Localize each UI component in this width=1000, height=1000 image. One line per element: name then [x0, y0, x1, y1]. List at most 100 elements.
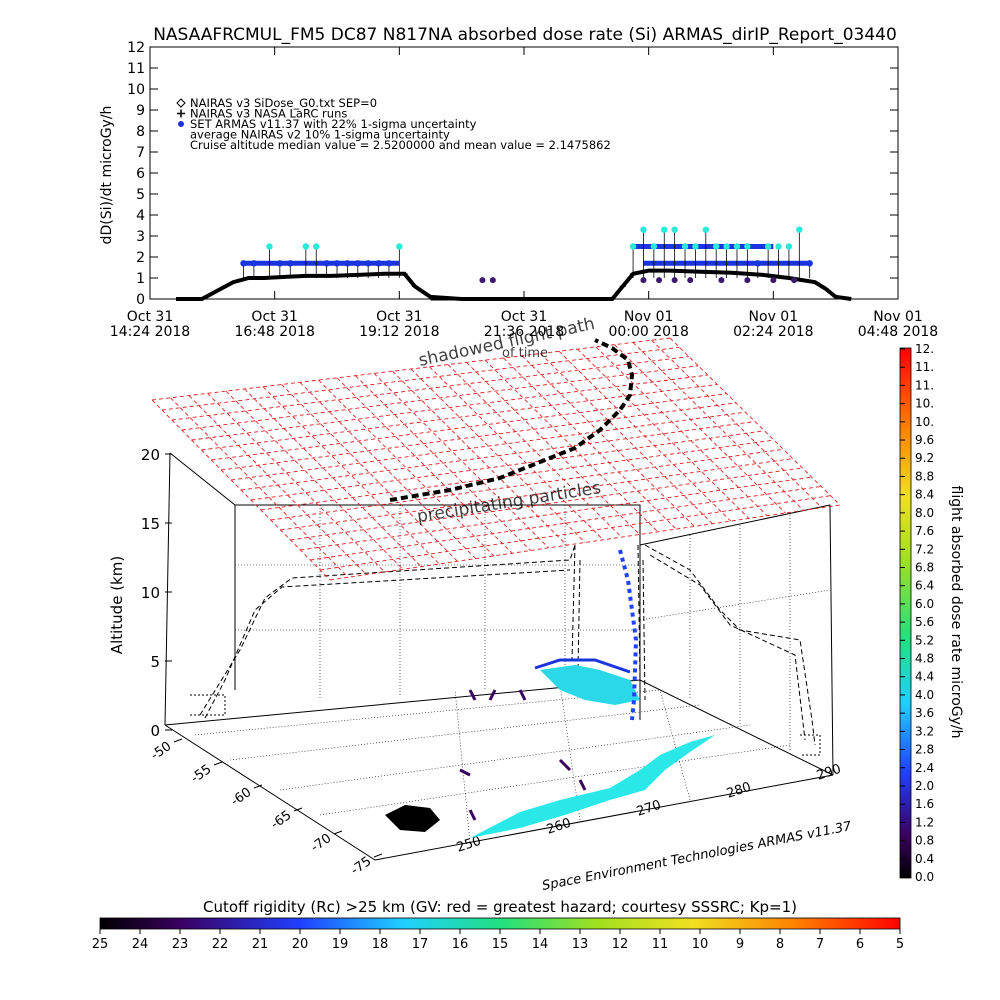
- bottom-colorbar-tick-label: 13: [572, 937, 589, 952]
- gridline: [454, 689, 471, 843]
- x-tick-label-time: 04:48 2018: [858, 324, 938, 340]
- latitude-tick: [173, 738, 183, 743]
- series-marks: [172, 226, 855, 301]
- bottom-colorbar-label: Cutoff rigidity (Rc) >25 km (GV: red = g…: [203, 898, 797, 916]
- bottom-colorbar-tick-label: 12: [612, 937, 629, 952]
- latitude-tick: [253, 784, 263, 789]
- armas-point: [806, 260, 813, 267]
- red-grid-line: [466, 362, 640, 535]
- armas-point: [785, 243, 793, 250]
- x-tick-label-date: Nov 01: [749, 309, 799, 325]
- right-colorbar-tick-label: 3.2: [915, 724, 934, 738]
- red-grid-line: [447, 364, 622, 538]
- right-colorbar-ticks: 0.0 0.4 0.8 1.2 1.6 2.0 2.4 2.8 3.2 3.6 4.0 4.4 4.8 5…: [900, 342, 934, 884]
- back-wall: [169, 452, 834, 776]
- red-grid-line: [270, 448, 784, 521]
- flight-path-left-wall: [199, 544, 576, 716]
- red-grid-line: [151, 399, 331, 581]
- armas-point: [323, 260, 330, 267]
- altitude-tick-label: 10: [141, 584, 160, 602]
- red-grid-line: [320, 495, 831, 571]
- bottom-colorbar-tick-label: 21: [252, 937, 269, 952]
- red-grid-line: [211, 393, 727, 461]
- x-tick-label-date: Nov 01: [624, 309, 674, 325]
- gridline: [319, 744, 791, 816]
- right-colorbar-tick-label: 10.: [915, 397, 934, 411]
- right-colorbar: 0.0 0.4 0.8 1.2 1.6 2.0 2.4 2.8 3.2 3.6 4.0 4.4 4.8 5…: [899, 342, 964, 884]
- bottom-colorbar-tick-label: 15: [492, 937, 509, 952]
- longitude-tick-label: 260: [545, 816, 573, 838]
- right-colorbar-tick-label: 8.4: [915, 488, 934, 502]
- latitude-tick-label: -70: [308, 831, 334, 855]
- red-grid-line: [632, 342, 804, 511]
- altitude-tick-label: 5: [150, 653, 160, 671]
- armas-point: [712, 243, 720, 250]
- bottom-colorbar-ticks: 25 24 23 22 21 20 19 18 17 16 15 14 13 12 11 10 9 8 7 6 5: [92, 929, 904, 952]
- armas-point: [702, 226, 710, 233]
- y-tick-label: 8: [136, 124, 145, 140]
- red-grid-line: [355, 375, 531, 551]
- bottom-colorbar-tick-label: 16: [452, 937, 469, 952]
- precipitating-particles-plane: [151, 337, 841, 581]
- land-outline: [534, 658, 631, 674]
- box-floor-back: [164, 679, 834, 776]
- armas-point: [344, 260, 351, 267]
- x-tick-label-time: 16:48 2018: [234, 324, 314, 340]
- armas-point: [266, 243, 273, 250]
- black-patch: [385, 805, 440, 832]
- nairas-sidose-point: [791, 277, 798, 284]
- y-tick-label: 4: [136, 208, 145, 224]
- legend-entry: average NAIRAS v2 10% 1-sigma uncertaint…: [190, 128, 450, 142]
- longitude-tick-label: 290: [815, 762, 843, 784]
- red-grid-line: [540, 353, 713, 525]
- bottom-colorbar-tick-label: 19: [332, 937, 349, 952]
- right-colorbar-tick-label: 12.: [915, 342, 934, 356]
- red-grid-line: [577, 348, 750, 519]
- red-grid-line: [170, 397, 349, 578]
- latitude-tick: [333, 830, 343, 835]
- right-colorbar-tick-label: 4.4: [915, 670, 934, 684]
- latitude-tick: [373, 853, 383, 858]
- legend-symbol-plus: [177, 109, 185, 118]
- right-colorbar-tick-label: 11.: [915, 378, 934, 392]
- y-tick-label: 7: [136, 145, 145, 161]
- red-grid-line: [392, 370, 568, 546]
- flight-path-left-wall-2: [204, 569, 571, 719]
- y-tick-label: 10: [127, 82, 145, 98]
- latitude-tick-label: -60: [228, 785, 254, 809]
- right-colorbar-tick-label: 2.8: [915, 743, 934, 757]
- x-tick-label-date: Oct 31: [127, 309, 173, 325]
- bottom-colorbar-tick-label: 23: [172, 937, 189, 952]
- small-box-right: [800, 734, 821, 756]
- right-colorbar-tick-label: 0.0: [915, 870, 934, 884]
- altitude-tick-label: 15: [141, 515, 160, 533]
- red-grid-line: [310, 485, 822, 561]
- x-tick-label-date: Nov 01: [873, 309, 923, 325]
- right-colorbar-tick-label: 11.: [915, 360, 934, 374]
- right-colorbar-tick-label: 6.0: [915, 597, 934, 611]
- gridline: [639, 589, 831, 621]
- legend-symbol-dot: [178, 121, 184, 127]
- red-grid-line: [336, 377, 513, 554]
- nairas-v3-line: [176, 268, 852, 301]
- credit-text: Space Environment Technologies ARMAS v11…: [541, 819, 854, 894]
- legend-entry: NAIRAS v3 SiDose_G0.txt SEP=0: [190, 96, 377, 110]
- longitude-tick-label: 270: [635, 798, 663, 820]
- red-grid-line: [595, 346, 768, 517]
- latitude-ticks: -50 -55 -60 -65 -70 -75: [148, 738, 383, 878]
- red-grid-line: [373, 373, 549, 549]
- x-tick-label-date: Oct 31: [501, 309, 547, 325]
- gridline: [659, 689, 691, 801]
- altitude-label: Altitude (km): [108, 556, 126, 654]
- altitude-tick-label: 20: [141, 446, 160, 464]
- y-tick-label: 3: [136, 229, 145, 245]
- legend-entry: Cruise altitude median value = 2.5200000…: [190, 138, 611, 152]
- right-colorbar-tick-label: 5.2: [915, 633, 934, 647]
- right-colorbar-tick-label: 3.6: [915, 706, 934, 720]
- right-colorbar-gradient: [899, 347, 912, 879]
- ground-features: [190, 549, 821, 838]
- armas-point: [287, 260, 294, 267]
- red-grid-line: [181, 365, 699, 431]
- bottom-colorbar-tick-label: 8: [776, 937, 784, 952]
